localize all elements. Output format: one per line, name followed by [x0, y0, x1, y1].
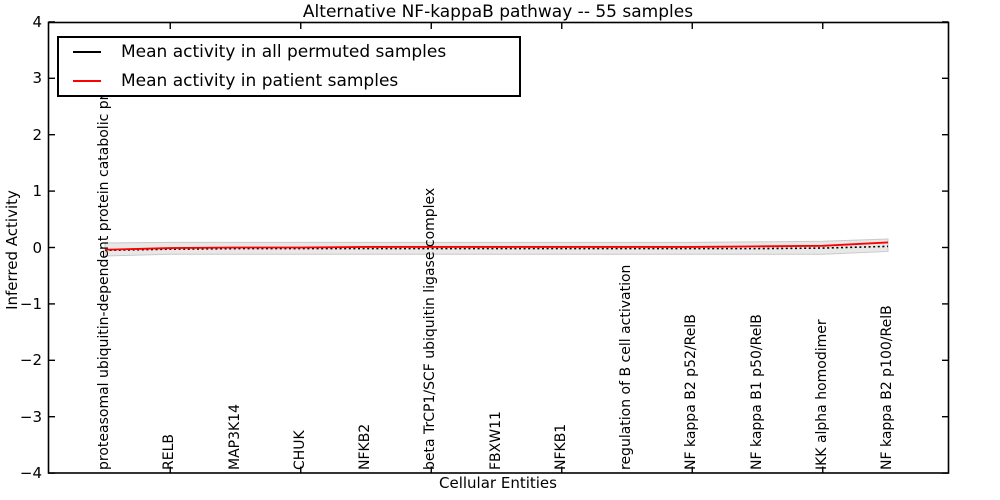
y-tick-label: 3	[32, 69, 42, 88]
x-category-label: NF kappa B2 p100/RelB	[879, 305, 895, 470]
chart-title: Alternative NF-kappaB pathway -- 55 samp…	[302, 2, 694, 22]
y-tick-label: 0	[32, 238, 42, 257]
patient-mean-line	[104, 241, 889, 251]
y-tick-label: −2	[19, 351, 42, 370]
x-category-label: NF kappa B2 p52/RelB	[683, 314, 700, 470]
x-category-label: regulation of B cell activation	[618, 264, 634, 470]
y-tick-label: 1	[32, 182, 42, 201]
x-category-label: FBXW11	[487, 411, 504, 470]
x-category-label: IKK alpha homodimer	[813, 319, 830, 470]
legend-label: Mean activity in all permuted samples	[121, 42, 447, 63]
legend-line-sample-black	[73, 51, 101, 54]
x-category-label: NFKB2	[357, 423, 373, 470]
x-category-label: RELB	[161, 434, 178, 470]
legend-entry-permuted: Mean activity in all permuted samples	[73, 42, 519, 62]
legend-line-sample-red	[73, 79, 101, 82]
y-tick-label: −4	[19, 464, 42, 483]
legend-label: Mean activity in patient samples	[121, 70, 399, 91]
legend: Mean activity in all permuted samples Me…	[57, 36, 521, 97]
x-category-label: beta TrCP1/SCF ubiquitin ligase complex	[422, 187, 439, 470]
x-category-label: NF kappa B1 p50/RelB	[748, 314, 765, 470]
y-tick-label: 2	[32, 125, 42, 144]
y-tick-label: −3	[19, 407, 42, 426]
x-category-label: NFKB1	[552, 423, 569, 470]
y-tick-label: −1	[19, 294, 42, 313]
legend-entry-patient: Mean activity in patient samples	[73, 71, 519, 91]
x-axis-title: Cellular Entities	[439, 474, 557, 492]
y-tick-label: 4	[32, 12, 42, 31]
x-category-label: CHUK	[291, 430, 308, 470]
x-category-label: proteasomal ubiquitin-dependent protein …	[96, 55, 112, 470]
permuted-mean-line	[104, 245, 889, 252]
x-category-label: MAP3K14	[226, 403, 243, 470]
